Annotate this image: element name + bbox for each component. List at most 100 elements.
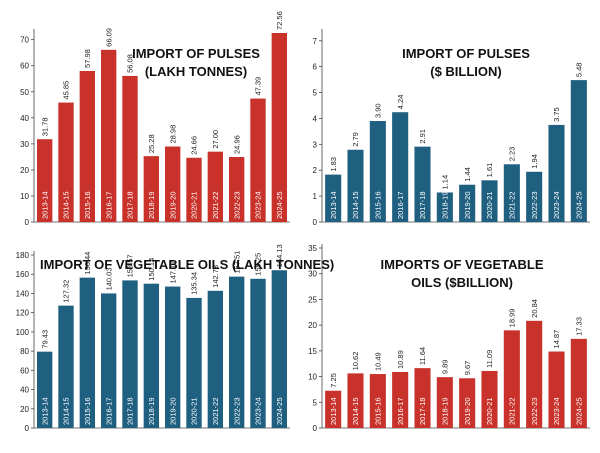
bar (143, 283, 160, 428)
category-label: 2017-18 (126, 191, 135, 219)
category-label: 2024-25 (275, 397, 284, 425)
bar (414, 146, 431, 222)
data-label: 7.25 (329, 373, 338, 388)
category-label: 2022-23 (530, 191, 539, 219)
chart-title: OILS ($BILLION) (411, 275, 513, 290)
y-tick-label: 6 (313, 63, 318, 72)
category-label: 2020-21 (190, 191, 199, 219)
bar (271, 33, 288, 222)
bar (503, 164, 520, 222)
chart-title: IMPORTS OF VEGETABLE (381, 257, 544, 272)
data-label: 45.85 (62, 81, 71, 100)
bar (548, 124, 565, 222)
chart-title: ($ BILLION) (430, 64, 502, 79)
y-tick-label: 80 (20, 347, 29, 356)
category-label: 2015-16 (83, 191, 92, 219)
category-label: 2021-22 (508, 191, 517, 219)
category-label: 2015-16 (374, 191, 383, 219)
data-label: 57.98 (83, 49, 92, 68)
category-label: 2021-22 (211, 191, 220, 219)
y-tick-label: 40 (20, 114, 29, 123)
data-label: 153.57 (126, 254, 135, 277)
category-label: 2019-20 (168, 191, 177, 219)
chart-title: (LAKH TONNES) (145, 64, 247, 79)
category-label: 2015-16 (374, 397, 383, 425)
y-tick-label: 5 (313, 398, 318, 407)
y-tick-label: 70 (20, 36, 29, 45)
bar (325, 390, 342, 428)
bar (570, 80, 587, 222)
y-tick-label: 4 (313, 114, 318, 123)
data-label: 56.08 (126, 54, 135, 73)
bar (436, 192, 453, 222)
bar (271, 270, 288, 428)
y-tick-label: 7 (313, 37, 318, 46)
data-label: 135.34 (190, 272, 199, 295)
category-label: 2021-22 (211, 397, 220, 425)
data-label: 157.51 (232, 251, 241, 274)
bar (392, 112, 409, 222)
y-tick-label: 30 (308, 270, 317, 279)
category-label: 2013-14 (40, 191, 49, 219)
category-label: 2014-15 (351, 397, 360, 425)
chart-2: 0 1 2 3 4 5 6 7 2013-14 1.83 2014-15 2.79 2015-16 3.9… (313, 29, 590, 227)
data-label: 24.96 (232, 135, 241, 154)
bar (186, 157, 202, 222)
data-label: 3.75 (552, 107, 561, 122)
category-label: 2013-14 (40, 397, 49, 425)
category-label: 2013-14 (329, 191, 338, 219)
bar (548, 351, 565, 428)
chart-4: 0 5 10 15 20 25 30 35 2013-14 7.25 2014-15 10.62 201… (308, 244, 590, 433)
y-tick-label: 0 (25, 424, 30, 433)
y-tick-label: 20 (20, 405, 29, 414)
category-label: 2016-17 (104, 191, 113, 219)
category-label: 2023-24 (254, 397, 263, 425)
data-label: 11.09 (485, 350, 494, 368)
data-label: 2.79 (351, 132, 360, 147)
category-label: 2019-20 (463, 397, 472, 425)
category-label: 2018-19 (441, 397, 450, 425)
bar (228, 276, 245, 428)
bar (481, 370, 498, 428)
y-tick-label: 5 (313, 89, 318, 98)
category-label: 2019-20 (463, 191, 472, 219)
y-tick-label: 30 (20, 140, 29, 149)
bar (122, 280, 138, 428)
data-label: 28.98 (168, 125, 177, 144)
data-label: 1.14 (441, 175, 450, 190)
y-tick-label: 60 (20, 62, 29, 71)
chart-3: 0204060801001201401601802013-1479.432014… (16, 244, 335, 433)
data-label: 150.14 (147, 258, 156, 281)
data-label: 47.39 (254, 77, 263, 96)
data-label: 10.62 (351, 352, 360, 371)
bar (459, 378, 476, 428)
data-label: 156.44 (83, 252, 92, 275)
data-label: 17.33 (575, 317, 584, 336)
data-label: 127.32 (62, 280, 71, 303)
chart-title: IMPORT OF PULSES (402, 46, 530, 61)
data-label: 10.89 (396, 350, 405, 369)
category-label: 2023-24 (254, 191, 263, 219)
y-tick-label: 15 (308, 347, 317, 356)
category-label: 2024-25 (575, 397, 584, 425)
y-tick-label: 50 (20, 88, 29, 97)
bar (570, 338, 587, 428)
y-tick-label: 60 (20, 366, 29, 375)
bar (369, 121, 386, 222)
y-tick-label: 20 (308, 321, 317, 330)
data-label: 1.44 (463, 167, 472, 182)
category-label: 2023-24 (552, 191, 561, 219)
category-label: 2017-18 (126, 397, 135, 425)
data-label: 24.66 (190, 136, 199, 155)
category-label: 2018-19 (147, 191, 156, 219)
category-label: 2022-23 (232, 191, 241, 219)
data-label: 79.43 (40, 330, 49, 349)
category-label: 2020-21 (485, 397, 494, 425)
category-label: 2023-24 (552, 397, 561, 425)
y-tick-label: 10 (308, 373, 317, 382)
data-label: 9.89 (441, 360, 450, 375)
bar (58, 102, 74, 222)
category-label: 2020-21 (190, 397, 199, 425)
bar (58, 305, 74, 428)
